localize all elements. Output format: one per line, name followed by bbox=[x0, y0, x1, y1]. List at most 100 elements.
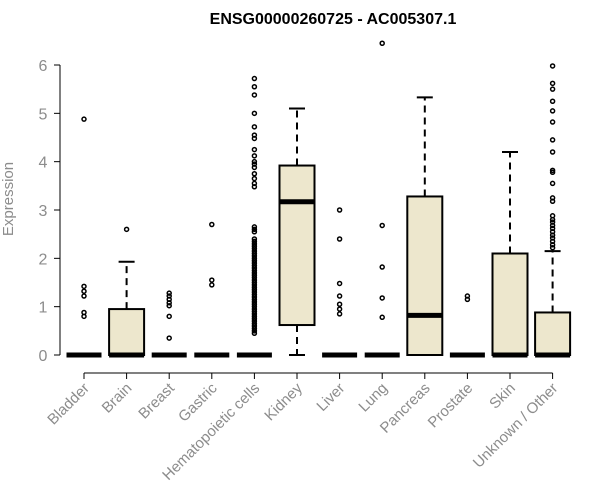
outlier-point bbox=[379, 314, 385, 321]
outlier-point bbox=[549, 244, 556, 251]
box-body bbox=[491, 252, 529, 356]
y-axis: 0 1 2 3 4 5 6 bbox=[39, 58, 61, 365]
box-group bbox=[322, 207, 358, 358]
outlier-point bbox=[209, 277, 215, 283]
outlier-point bbox=[251, 267, 258, 274]
outlier-point bbox=[251, 313, 258, 320]
outlier-point bbox=[336, 306, 343, 312]
outlier-point bbox=[251, 328, 258, 334]
x-tick-label: Liver bbox=[313, 380, 348, 415]
x-tick-label: Breast bbox=[135, 379, 178, 422]
outlier-point bbox=[251, 306, 258, 312]
outlier-point bbox=[549, 137, 556, 143]
outlier-point bbox=[251, 279, 258, 286]
outlier-point bbox=[251, 241, 258, 247]
x-tick-label: Prostate bbox=[425, 380, 477, 432]
outlier-point bbox=[251, 84, 258, 90]
outlier-point bbox=[251, 243, 258, 249]
x-tick-label: Kidney bbox=[261, 379, 306, 424]
outlier-point bbox=[251, 262, 258, 269]
outlier-point bbox=[251, 296, 258, 303]
outlier-point bbox=[251, 258, 258, 264]
outlier-point bbox=[251, 287, 258, 293]
box-group bbox=[491, 151, 529, 358]
outlier-point bbox=[549, 86, 556, 92]
outlier-point bbox=[336, 301, 343, 307]
outlier-point bbox=[549, 222, 556, 229]
outlier-point bbox=[251, 238, 258, 245]
box-group bbox=[151, 290, 187, 358]
outlier-point bbox=[251, 325, 258, 332]
box-body bbox=[278, 164, 316, 327]
outlier-point bbox=[251, 270, 258, 276]
y-tick-label: 3 bbox=[39, 203, 48, 220]
y-tick-label: 2 bbox=[39, 251, 48, 268]
outlier-point bbox=[336, 236, 343, 242]
y-tick-label: 4 bbox=[39, 155, 48, 172]
x-tick-label: Bladder bbox=[44, 380, 93, 429]
outlier-point bbox=[549, 98, 556, 104]
outlier-point bbox=[166, 313, 172, 320]
outlier-point bbox=[251, 284, 258, 291]
outlier-point bbox=[251, 153, 258, 159]
outlier-point bbox=[81, 283, 87, 290]
outlier-point bbox=[251, 248, 258, 254]
outlier-point bbox=[251, 323, 258, 329]
outlier-point bbox=[251, 308, 258, 315]
outlier-point bbox=[251, 250, 258, 257]
outlier-point bbox=[166, 335, 172, 341]
outlier-point bbox=[549, 232, 556, 238]
outlier-point bbox=[251, 311, 258, 317]
outlier-point bbox=[251, 303, 258, 310]
box-group bbox=[236, 75, 272, 358]
outlier-point bbox=[251, 224, 258, 230]
outlier-point bbox=[251, 274, 258, 281]
outlier-point bbox=[549, 108, 556, 114]
outlier-point bbox=[379, 222, 385, 229]
outlier-point bbox=[81, 288, 87, 294]
y-tick-label: 0 bbox=[39, 348, 48, 365]
box-group bbox=[194, 221, 230, 358]
outlier-point bbox=[251, 272, 258, 278]
outlier-point bbox=[166, 302, 172, 309]
y-tick-label: 6 bbox=[39, 58, 48, 75]
outlier-point bbox=[251, 135, 258, 142]
outlier-point bbox=[251, 245, 258, 252]
chart-title: ENSG00000260725 - AC005307.1 bbox=[210, 11, 457, 28]
y-tick-label: 5 bbox=[39, 106, 48, 123]
y-axis-label: Expression bbox=[0, 162, 17, 236]
outlier-point bbox=[251, 294, 258, 300]
outlier-point bbox=[549, 63, 556, 69]
outlier-point bbox=[251, 301, 258, 307]
outlier-point bbox=[549, 119, 556, 125]
x-tick-label: Lung bbox=[355, 380, 391, 416]
box-body bbox=[108, 308, 146, 357]
outlier-point bbox=[464, 296, 471, 303]
outlier-point bbox=[81, 116, 87, 122]
outlier-point bbox=[379, 295, 385, 301]
box-group bbox=[278, 107, 316, 356]
outlier-point bbox=[379, 40, 385, 46]
outlier-point bbox=[336, 311, 343, 317]
y-tick-label: 1 bbox=[39, 300, 48, 317]
outlier-point bbox=[251, 316, 258, 322]
outlier-point bbox=[251, 226, 258, 233]
outlier-point bbox=[251, 291, 258, 298]
outlier-point bbox=[123, 226, 130, 233]
outlier-point bbox=[81, 293, 87, 299]
outlier-point bbox=[336, 293, 343, 299]
box-body bbox=[406, 195, 444, 356]
outlier-point bbox=[549, 180, 556, 187]
outlier-point bbox=[251, 236, 258, 242]
outlier-point bbox=[251, 253, 258, 259]
outlier-point bbox=[549, 149, 556, 155]
outlier-point bbox=[251, 255, 258, 262]
outlier-point bbox=[549, 169, 556, 176]
outlier-point bbox=[251, 171, 258, 177]
box-group bbox=[108, 226, 146, 358]
outlier-point bbox=[251, 320, 258, 327]
box-group bbox=[406, 96, 444, 356]
plot-area bbox=[66, 40, 572, 358]
